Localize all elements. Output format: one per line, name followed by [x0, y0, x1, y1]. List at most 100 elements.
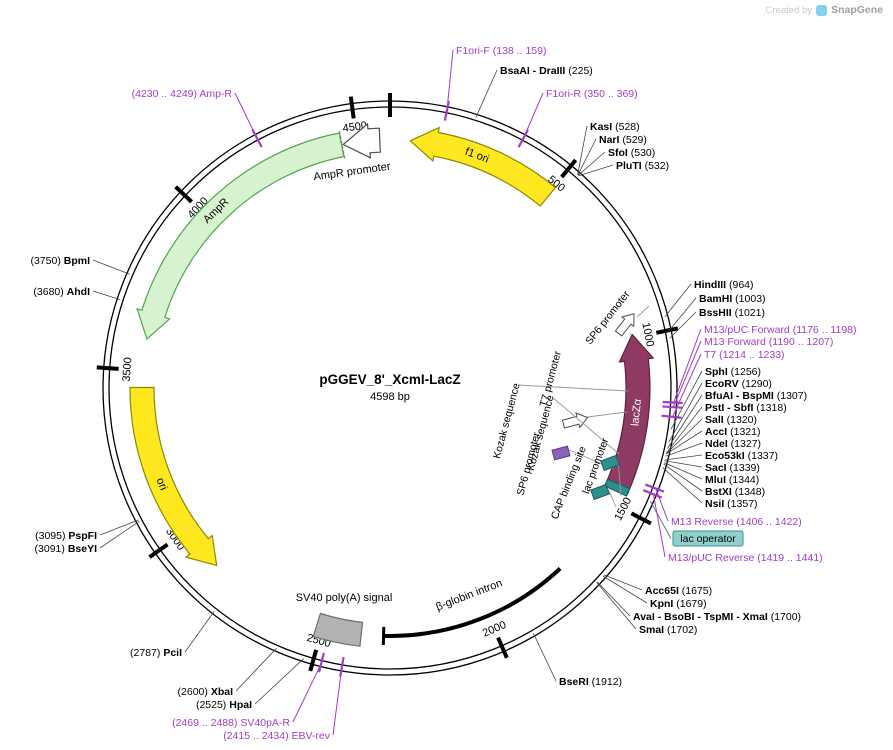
- sali-leader: [666, 418, 703, 454]
- hindiii-label: HindIII (964): [694, 279, 754, 291]
- m13-forward-leader: [672, 340, 702, 408]
- acc65i-label: Acc65I (1675): [645, 585, 712, 597]
- sphi-leader: [670, 370, 703, 430]
- ecorv-leader: [668, 382, 703, 443]
- sp6-promoter-2-label: SP6 promoter: [515, 431, 543, 497]
- m13-puc-reverse-site-tick: [642, 489, 663, 499]
- ebv-rev-label: (2415 .. 2434) EBV-rev: [223, 730, 331, 742]
- lac-promoter-leader: [617, 459, 622, 497]
- tick-2500: [308, 649, 319, 672]
- xbai-leader: [235, 648, 277, 692]
- kasi-leader: [577, 125, 588, 175]
- kozak-sequence-1-leader: [517, 384, 629, 392]
- feature-ori: [129, 386, 218, 567]
- f1ori-f-leader: [446, 49, 454, 110]
- feature-label-ori: ori: [154, 476, 170, 492]
- backbone-ring-outer: [102, 100, 678, 676]
- acc65i-leader: [603, 574, 643, 591]
- lac-promoter-glyph: [600, 454, 620, 472]
- avai-bsobi-tspmi-xmai-leader: [597, 581, 631, 617]
- sp6-promoter-1-leader: [636, 305, 650, 318]
- sfoi-leader: [577, 151, 606, 176]
- xbai-label: (2600) XbaI: [178, 686, 234, 698]
- plasmid-name: pGGEV_8'_XcmI-LacZ: [319, 372, 460, 387]
- sali-label: SalI (1320): [705, 414, 757, 426]
- bsaai-draiii-label: BsaAI - DraIII (225): [500, 65, 593, 77]
- amp-r-label: (4230 .. 4249) Amp-R: [132, 88, 233, 100]
- bamhi-label: BamHI (1003): [699, 293, 766, 305]
- m13-reverse-leader: [655, 488, 669, 522]
- nari-leader: [577, 138, 597, 176]
- bamhi-leader: [668, 297, 697, 332]
- bpmi-label: (3750) BpmI: [30, 255, 90, 267]
- t7-primer-leader: [672, 353, 702, 418]
- feature-f1-ori: [409, 126, 557, 207]
- cap-binding-site-glyph-box-icon: [590, 483, 610, 501]
- sv40pa-r-site-tick: [317, 652, 325, 673]
- lac-operator-box: [672, 530, 744, 547]
- m13-forward-site-tick: [662, 405, 683, 409]
- tick-label-1500: 1500: [612, 496, 634, 523]
- feature-laczalpha: [604, 333, 655, 495]
- pspfi-label: (3095) PspFI: [35, 530, 97, 542]
- tick-4500: [348, 96, 356, 119]
- bseyi-leader: [99, 520, 140, 549]
- bseri-label: BseRI (1912): [559, 676, 622, 688]
- tick-1000: [655, 326, 679, 335]
- ecorv-label: EcoRV (1290): [705, 378, 772, 390]
- tick-3500: [96, 365, 119, 371]
- sp6-promoter-1-glyph: [614, 313, 635, 337]
- watermark: Created by SnapGene: [766, 4, 883, 16]
- feature-label-ampr-promoter: AmpR promoter: [313, 161, 392, 184]
- mlui-leader: [663, 462, 703, 480]
- psti-sbfi-leader: [666, 406, 703, 454]
- feature-label-laczalpha: lacZα: [629, 398, 644, 427]
- psti-sbfi-label: PstI - SbfI (1318): [705, 402, 787, 414]
- lac-promoter-glyph-box-icon: [600, 454, 620, 472]
- backbone-ring-inner: [108, 106, 672, 670]
- acci-label: AccI (1321): [705, 426, 760, 438]
- eco53ki-label: Eco53kI (1337): [705, 450, 778, 462]
- m13-puc-reverse-leader: [652, 494, 666, 558]
- nsii-label: NsiI (1357): [705, 498, 758, 510]
- snapgene-logo-icon: [816, 4, 828, 16]
- pluti-label: PluTI (532): [616, 160, 669, 172]
- tick-label-3500: 3500: [121, 357, 135, 382]
- bsaai-draiii-leader: [475, 69, 498, 118]
- bseri-leader: [532, 633, 557, 682]
- bstxi-label: BstXI (1348): [705, 486, 765, 498]
- sp6-promoter-2-glyph-box-icon: [551, 445, 571, 461]
- bsshii-label: BssHII (1021): [699, 307, 765, 319]
- m13-puc-forward-label: M13/pUC Forward (1176 .. 1198): [704, 324, 857, 336]
- nari-label: NarI (529): [599, 134, 647, 146]
- sfoi-label: SfoI (530): [608, 147, 655, 159]
- pluti-leader: [578, 164, 614, 177]
- lac-operator-label: lac operator: [680, 533, 736, 545]
- t7-promoter-glyph: [561, 412, 589, 429]
- t7-primer-label: T7 (1214 .. 1233): [704, 349, 785, 361]
- t7-primer-site-tick: [661, 414, 682, 419]
- pcii-label: (2787) PciI: [130, 647, 182, 659]
- hindiii-leader: [664, 283, 692, 318]
- acci-leader: [666, 430, 703, 455]
- feature-beta-globin-intron: [383, 567, 562, 638]
- watermark-brand: SnapGene: [831, 4, 883, 16]
- tick-label-1000: 1000: [639, 321, 656, 347]
- kpni-leader: [602, 575, 648, 604]
- tick-label-2000: 2000: [481, 619, 508, 640]
- bfuai-bspmi-leader: [667, 394, 703, 449]
- mlui-label: MluI (1344): [705, 474, 759, 486]
- tick-4000: [174, 185, 194, 204]
- bsshii-leader: [669, 311, 697, 339]
- cap-binding-site-leader: [607, 488, 617, 508]
- ndei-leader: [665, 442, 703, 457]
- tick-1500: [630, 511, 652, 526]
- hpai-leader: [254, 658, 304, 705]
- avai-bsobi-tspmi-xmai-label: AvaI - BsoBI - TspMI - XmaI (1700): [633, 611, 801, 623]
- ahdi-leader: [92, 290, 121, 301]
- tick-500: [560, 158, 578, 179]
- cap-binding-site-glyph: [590, 483, 610, 501]
- amp-r-leader: [234, 92, 257, 138]
